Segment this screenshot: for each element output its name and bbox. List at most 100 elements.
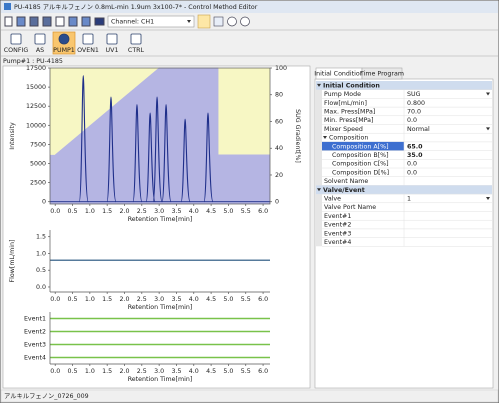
y-tick-label: 5000 [30,161,46,168]
property-label: Valve/Event [323,187,365,194]
x-tick-label: 6.0 [258,296,268,303]
property-label: Composition A[%] [332,143,389,150]
breadcrumb: Pump#1 : PU-4185 [3,58,63,65]
property-value[interactable]: Normal [407,126,430,133]
y-tick-label: 0 [42,199,46,206]
peak [203,112,214,203]
peak [161,104,172,203]
x-tick-label: 4.0 [189,296,199,303]
property-value[interactable]: 0.800 [407,100,425,107]
x-tick-label: 3.5 [171,368,181,375]
window-title: PU-4185 アルキルフェノン 0.8mL-min 1.9um 3x100-7… [14,3,258,11]
property-label: Event#2 [324,222,351,229]
event-label: Event3 [24,342,46,349]
folder-icon[interactable] [94,17,105,26]
new-icon[interactable] [4,16,13,27]
x-tick-label: 4.5 [206,208,216,215]
doc-icon[interactable] [55,16,65,27]
x-tick-label: 2.5 [137,208,147,215]
x-tick-label: 5.5 [241,296,251,303]
property-label: Event#1 [324,213,351,220]
button-label: UV1 [106,47,119,54]
x-tick-label: 3.0 [154,208,164,215]
y2-tick-label: 40 [275,145,283,152]
dropdown-arrow[interactable] [486,92,490,96]
selected-row [322,141,404,151]
y-tick-label: 15000 [26,84,46,91]
x-tick-label: 2.0 [119,368,129,375]
property-label: Flow[mL/min] [324,100,367,107]
x-tick-label: 3.0 [154,296,164,303]
x-tick-label: 0.5 [68,368,78,375]
channel-label: Channel: CH1 [111,19,154,26]
property-label: Min. Press[MPa] [324,117,373,124]
toolbar-icons [4,16,105,27]
expander[interactable] [317,188,321,192]
x-tick-label: 3.5 [171,296,181,303]
property-value[interactable]: 0.0 [407,117,417,124]
peak [180,118,191,203]
dropdown-arrow[interactable] [486,196,490,200]
channel-dropdown[interactable] [107,15,195,28]
property-label: Event#3 [324,230,351,237]
y-tick-label: 1.0 [36,250,46,257]
y2-tick-label: 60 [275,118,283,125]
x-tick-label: 2.0 [119,296,129,303]
peak [78,75,89,203]
mode-button[interactable] [197,14,211,29]
button-icon [106,33,118,45]
property-value[interactable]: 65.0 [407,143,423,150]
x-tick-label: 5.5 [241,368,251,375]
button-icon [10,33,22,45]
save-icon[interactable] [29,16,39,27]
y-tick-label: 2500 [30,180,46,187]
save-as-icon[interactable] [42,16,52,27]
close-icon[interactable] [240,16,250,27]
property-label: Composition D[%] [332,169,389,176]
grid-margin [316,81,322,247]
button-icon [58,33,70,45]
event-label: Event1 [24,316,46,323]
property-label: Mixer Speed [324,126,363,133]
button-label: PUMP1 [53,47,75,54]
x-tick-label: 2.5 [137,296,147,303]
x-tick-label: 0.0 [50,296,60,303]
x-tick-label: 4.0 [189,208,199,215]
y-tick-label: 1.5 [36,234,46,241]
dropdown-arrow[interactable] [486,127,490,131]
print-icon[interactable] [213,16,224,27]
tab[interactable] [361,67,403,80]
button-label: CONFIG [4,47,29,54]
x-tick-label: 0.0 [50,208,60,215]
help-icon[interactable] [227,16,237,27]
expander[interactable] [323,136,327,140]
expander[interactable] [317,83,321,87]
property-value[interactable]: 35.0 [407,152,423,159]
x-tick-label: 0.5 [68,208,78,215]
open-icon[interactable] [16,16,26,27]
property-value[interactable]: 0.0 [407,169,417,176]
x-tick-label: 6.0 [258,208,268,215]
tab-label: Time Program [359,71,404,78]
property-value[interactable]: SUG [407,91,421,98]
property-value[interactable]: 0.0 [407,161,417,168]
property-value[interactable]: 70.0 [407,108,421,115]
dropdown-arrow [187,20,191,23]
x-tick-label: 1.5 [102,208,112,215]
x-axis-label: Retention Time[min] [128,304,193,311]
button-label: CTRL [128,47,145,54]
property-value[interactable]: 1 [407,195,411,202]
gradient-area [50,68,270,204]
property-label: Valve [324,195,341,202]
app-icon [4,3,11,10]
property-label: Composition B[%] [332,152,389,159]
plot-frame [49,67,271,205]
y-tick-label: 0.0 [36,284,46,291]
x-tick-label: 0.5 [68,296,78,303]
list-icon[interactable] [68,16,78,27]
grid-icon[interactable] [81,16,91,27]
x-tick-label: 4.0 [189,368,199,375]
y-axis-label: Flow[mL/min] [9,240,16,283]
event-label: Event2 [24,329,46,336]
